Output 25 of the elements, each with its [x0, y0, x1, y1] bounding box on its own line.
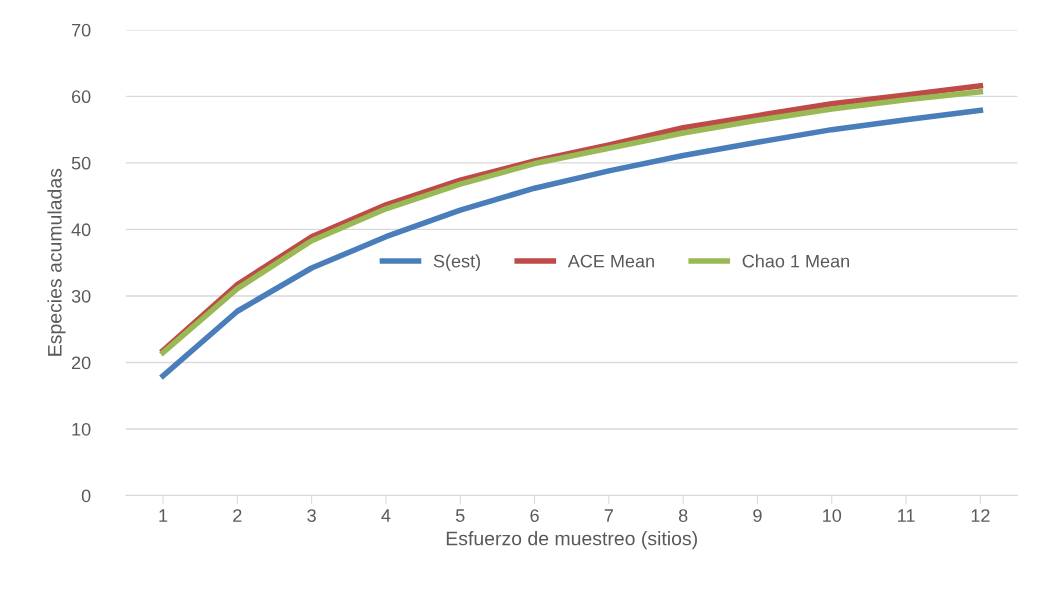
legend-label: ACE Mean: [567, 254, 654, 268]
x-tick-label: 6: [530, 509, 539, 522]
x-axis-title: Esfuerzo de muestreo (sitios): [446, 531, 697, 550]
x-tick-label: 12: [971, 509, 990, 522]
x-tick-label: 9: [753, 509, 762, 522]
x-tick-label: 5: [455, 509, 465, 522]
y-tick-label: 20: [71, 356, 91, 370]
legend-label: Chao 1 Mean: [742, 254, 849, 268]
x-tick-label: 1: [159, 509, 168, 522]
x-tick-label: 11: [898, 509, 915, 522]
x-tick-label: 10: [823, 509, 842, 522]
y-tick-label: 70: [72, 23, 91, 37]
x-tick-label: 2: [233, 509, 242, 522]
y-tick-label: 40: [71, 223, 91, 237]
x-tick-label: 3: [307, 509, 316, 522]
y-tick-label: 0: [81, 489, 91, 503]
legend-label: S(est): [433, 254, 481, 272]
y-tick-label: 50: [71, 156, 91, 170]
y-tick-label: 30: [71, 289, 91, 303]
x-tick-label: 4: [381, 509, 391, 522]
y-tick-label: 60: [71, 90, 91, 104]
y-axis-title: Especies acumuladas: [47, 168, 66, 356]
y-tick-label: 10: [72, 422, 91, 436]
x-tick-label: 7: [604, 509, 613, 522]
x-tick-label: 8: [678, 509, 688, 522]
